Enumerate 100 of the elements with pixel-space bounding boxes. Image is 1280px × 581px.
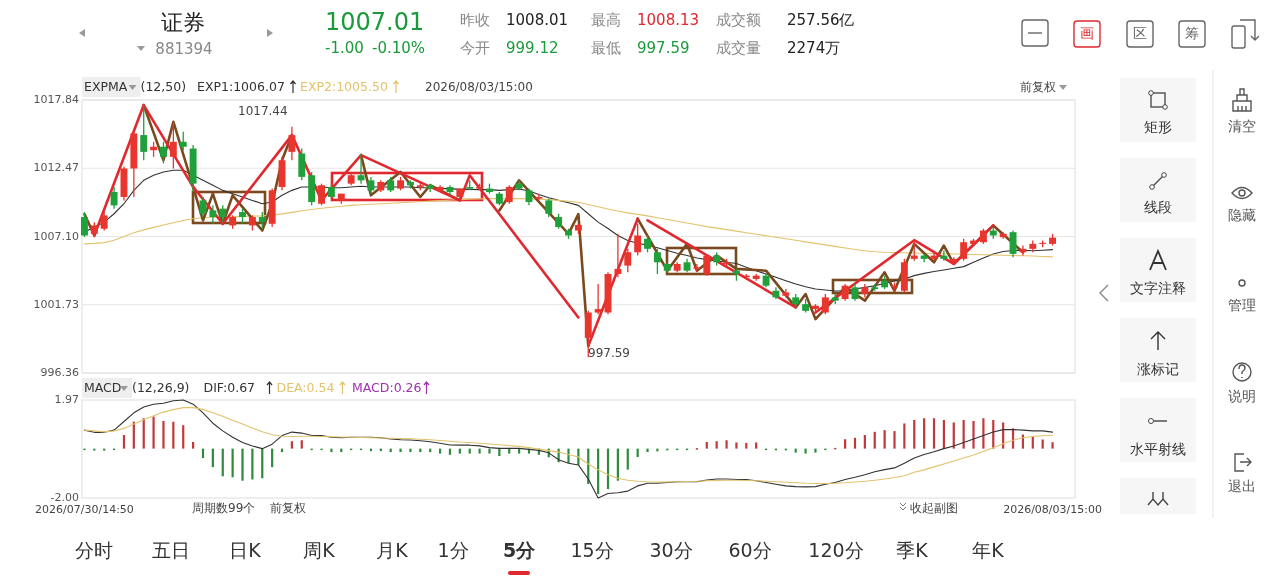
text: 画 — [1080, 25, 1094, 41]
bar — [863, 435, 866, 449]
text: 矩形 — [1144, 119, 1172, 135]
text: 月K — [376, 538, 409, 561]
bar — [1051, 442, 1054, 449]
text: 筹 — [1185, 25, 1199, 41]
legend-label: DIF:0.67 — [203, 379, 256, 395]
bar — [844, 439, 847, 449]
bar — [182, 425, 185, 449]
bar — [488, 448, 491, 454]
line-series — [83, 407, 1054, 484]
text: 5分 — [502, 538, 537, 561]
text: 分时 — [75, 538, 113, 561]
legend-label: DEA:0.54 — [276, 379, 335, 395]
bar — [705, 441, 708, 449]
candlestick — [80, 211, 88, 238]
chart-subtitle: (12,26,9) — [132, 379, 190, 395]
bar — [656, 448, 659, 452]
text: 说明 — [1228, 388, 1256, 404]
candlestick — [140, 104, 148, 161]
bar — [883, 430, 886, 449]
text: MACD:0.26 — [352, 379, 422, 395]
candlestick — [110, 186, 118, 210]
text: 1分 — [437, 538, 469, 561]
bar — [508, 448, 511, 454]
candlestick — [910, 239, 918, 262]
chart-title: MACD — [84, 379, 122, 395]
candlestick — [179, 131, 187, 151]
candlestick — [357, 152, 365, 185]
annotation: 1017.44 — [238, 103, 288, 118]
text: 881394 — [155, 39, 213, 58]
bar — [873, 431, 876, 449]
candlestick — [960, 238, 968, 262]
y-tick-label: 1.97 — [54, 393, 79, 406]
bar — [1041, 439, 1044, 449]
candlestick — [209, 204, 217, 225]
text: 997.59 — [637, 38, 690, 57]
text: 今开 — [460, 38, 490, 57]
bar — [172, 421, 175, 449]
candlestick — [940, 249, 948, 262]
bar — [1031, 436, 1034, 449]
y-tick-label: 1012.47 — [33, 161, 79, 175]
y-tick-label: 1017.84 — [33, 93, 79, 106]
text: 60分 — [728, 538, 772, 561]
candlestick — [545, 197, 553, 218]
text: 30分 — [649, 538, 693, 561]
bar — [192, 441, 195, 449]
bar — [162, 420, 165, 449]
bar — [646, 448, 649, 453]
text: 成交额 — [716, 10, 761, 29]
candlestick — [624, 248, 632, 273]
text: 1008.13 — [637, 10, 700, 29]
chart-title: EXPMA — [84, 78, 128, 94]
text: 退出 — [1228, 478, 1256, 494]
candlestick — [298, 147, 306, 181]
text: 120分 — [808, 538, 864, 561]
text: 15分 — [570, 538, 614, 561]
text: 清空 — [1228, 118, 1256, 134]
legend-label: EXP2:1005.50 — [300, 78, 388, 94]
candlestick — [318, 182, 325, 207]
candlestick — [594, 283, 602, 315]
text: 五日 — [152, 538, 190, 561]
bar — [626, 448, 629, 470]
text: 区 — [1133, 25, 1147, 41]
text: 1008.01 — [506, 10, 569, 29]
text: 2026/08/03/15:00 — [425, 79, 533, 94]
bar — [913, 420, 916, 449]
candlestick — [653, 248, 661, 275]
bar — [409, 448, 412, 453]
candlestick — [693, 263, 701, 273]
bar — [300, 440, 303, 449]
bar — [518, 448, 521, 454]
bar — [290, 441, 293, 449]
text: 前复权 — [1020, 79, 1056, 94]
bar — [468, 448, 471, 454]
bar — [972, 420, 975, 449]
bar — [715, 441, 718, 449]
bar — [567, 448, 570, 463]
text: 前复权 — [270, 500, 306, 515]
bar — [745, 442, 748, 449]
bar — [755, 442, 758, 449]
line-series — [814, 224, 995, 314]
legend-label: EXP1:1006.07 — [197, 78, 285, 94]
y-tick-label: 1001.73 — [33, 297, 79, 311]
text: 水平射线 — [1130, 441, 1186, 457]
text: 最高 — [591, 10, 621, 29]
bar — [735, 442, 738, 449]
bar — [903, 423, 906, 449]
y-tick-label: 996.36 — [40, 366, 79, 379]
text: -0.10% — [372, 38, 426, 57]
candlestick — [614, 233, 622, 278]
bar — [853, 437, 857, 449]
candlestick — [505, 184, 513, 205]
y-tick-label: 1007.10 — [33, 229, 79, 243]
bar — [399, 448, 402, 453]
bar — [804, 448, 807, 454]
text: 季K — [896, 538, 929, 561]
text: 成交量 — [716, 38, 761, 57]
bar — [152, 416, 155, 449]
bar — [458, 448, 461, 454]
